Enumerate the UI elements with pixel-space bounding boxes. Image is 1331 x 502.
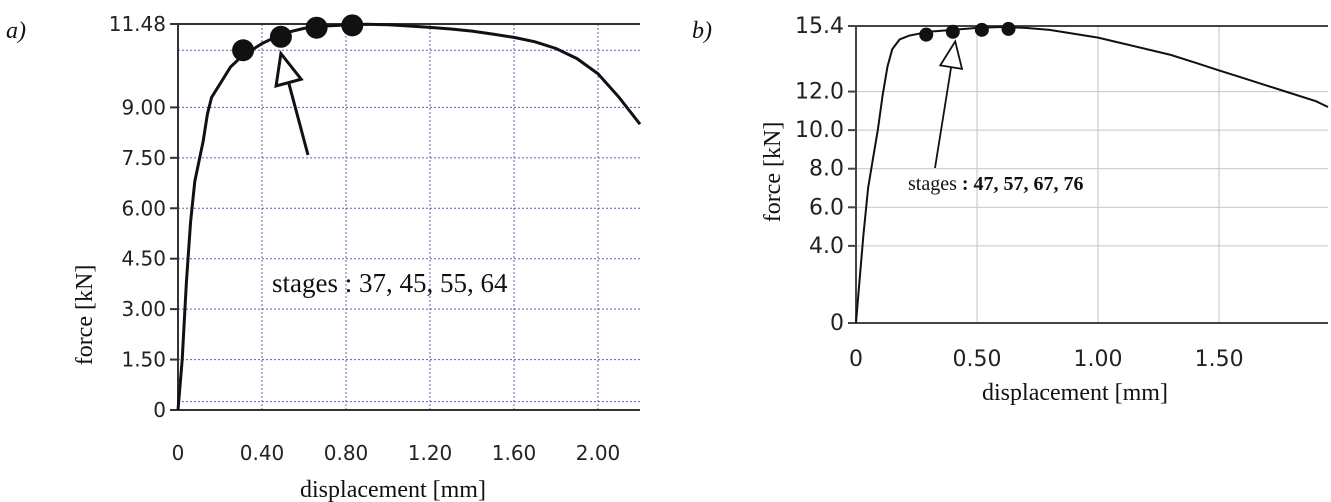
b-y-tick-label: 0 bbox=[830, 311, 844, 336]
chart-b-annotation-prefix: stages bbox=[908, 173, 957, 195]
chart-a-annotation-text: stages : 37, 45, 55, 64 bbox=[272, 268, 508, 298]
a-y-tick-label: 6.00 bbox=[121, 196, 166, 220]
chart-a-grid bbox=[177, 23, 640, 411]
chart-b-y-ticks: 0 4.0 6.0 8.0 10.0 12.0 15.4 bbox=[795, 14, 856, 336]
chart-b-annotation-text: stages : 47, 57, 67, 76 bbox=[908, 173, 1084, 195]
chart-a-annotation-arrow bbox=[274, 49, 310, 156]
a-y-tick-label: 9.00 bbox=[121, 95, 166, 119]
a-stage-marker bbox=[232, 39, 255, 62]
a-y-tick-label: 1.50 bbox=[121, 348, 166, 372]
a-y-tick-label: 11.48 bbox=[109, 12, 166, 36]
b-x-tick-label: 0.50 bbox=[953, 347, 1002, 372]
a-x-tick-label: 0.40 bbox=[240, 441, 285, 465]
a-y-tick-label: 0 bbox=[153, 398, 166, 422]
b-stage-marker bbox=[1001, 21, 1016, 36]
a-arrow-head bbox=[274, 49, 304, 88]
b-y-tick-label: 4.0 bbox=[809, 234, 844, 259]
a-arrow-shaft bbox=[287, 82, 310, 156]
chart-b-svg: b) 0 0.50 1.00 1.50 04.06.08.010.012.015.4 … bbox=[692, 14, 1329, 406]
b-arrow-head bbox=[938, 39, 964, 70]
chart-b-axes bbox=[855, 25, 1328, 324]
chart-a-axes bbox=[177, 23, 640, 411]
a-x-tick-label: 1.20 bbox=[408, 441, 453, 465]
panel-label-b: b) bbox=[692, 18, 712, 44]
chart-a-svg: a) 0 0.40 0.80 1.20 1.60 2.00 0 1.50 3.00 4.50 6.… bbox=[6, 12, 642, 502]
a-y-tick-label: 3.00 bbox=[121, 297, 166, 321]
a-y-tick-label: 7.50 bbox=[121, 146, 166, 170]
b-y-tick-label: 10.0 bbox=[795, 118, 844, 143]
chart-b-series-line bbox=[855, 25, 1329, 324]
chart-a-stage-markers bbox=[232, 14, 364, 62]
chart-b: b) 0 0.50 1.00 1.50 0 4.0 6.0 8.0 10.0 12.0 15.4 … bbox=[660, 0, 1331, 502]
b-arrow-shaft bbox=[934, 66, 953, 169]
b-x-tick-label: 0 bbox=[849, 347, 863, 372]
chart-a: a) 0 0.40 0.80 1.20 1.60 2.00 0 1.50 3.00 4.50 6.… bbox=[0, 0, 660, 502]
b-y-tick-label: 12.0 bbox=[795, 80, 844, 105]
b-x-tick-label: 1.00 bbox=[1074, 347, 1123, 372]
chart-a-series-line bbox=[176, 22, 642, 411]
chart-b-annotation-arrow bbox=[934, 39, 964, 169]
b-stage-marker bbox=[919, 27, 934, 42]
b-stage-marker bbox=[974, 22, 989, 37]
a-x-tick-label: 0 bbox=[172, 441, 185, 465]
chart-b-y-axis-label: force [kN] bbox=[760, 122, 786, 223]
a-stage-marker bbox=[269, 25, 292, 48]
chart-b-x-ticks: 0 0.50 1.00 1.50 bbox=[849, 347, 1244, 372]
a-x-tick-label: 2.00 bbox=[576, 441, 621, 465]
chart-b-x-axis-label: displacement [mm] bbox=[982, 380, 1168, 406]
chart-a-x-axis-label: displacement [mm] bbox=[300, 477, 486, 502]
a-y-tick-label: 4.50 bbox=[121, 247, 166, 271]
chart-a-x-ticks: 0 0.40 0.80 1.20 1.60 2.00 bbox=[172, 441, 621, 465]
b-stage-marker bbox=[945, 24, 960, 39]
b-y-tick-label: 15.4 bbox=[795, 14, 844, 39]
b-y-tick-label: 8.0 bbox=[809, 157, 844, 182]
panel-label-a: a) bbox=[6, 18, 26, 44]
chart-b-annotation-values: : 47, 57, 67, 76 bbox=[962, 173, 1084, 195]
b-y-tick-label: 6.0 bbox=[809, 195, 844, 220]
chart-a-y-axis-label: force [kN] bbox=[72, 265, 98, 366]
chart-b-stage-markers bbox=[919, 21, 1016, 42]
chart-a-y-ticks: 0 1.50 3.00 4.50 6.00 7.50 9.00 11.48 bbox=[109, 12, 178, 422]
a-stage-marker bbox=[305, 16, 328, 39]
b-x-tick-label: 1.50 bbox=[1195, 347, 1244, 372]
a-stage-marker bbox=[341, 14, 364, 37]
a-x-tick-label: 1.60 bbox=[492, 441, 537, 465]
a-x-tick-label: 0.80 bbox=[324, 441, 369, 465]
